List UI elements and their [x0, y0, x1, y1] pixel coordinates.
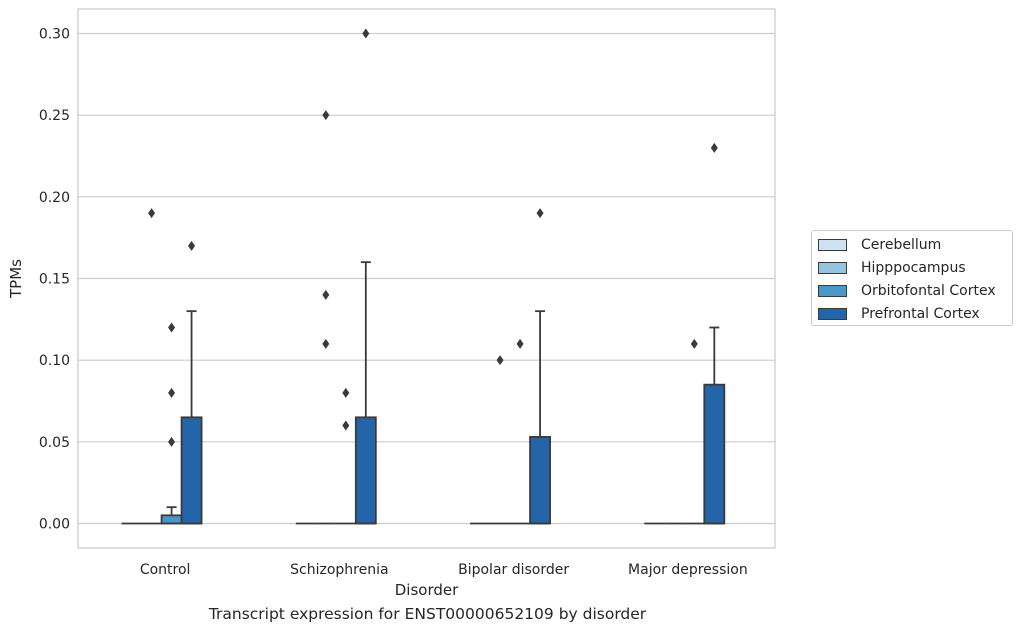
x-tick-label: Bipolar disorder	[458, 562, 569, 578]
outlier-marker	[516, 338, 524, 349]
outlier-marker	[168, 387, 176, 398]
legend-swatch-cerebellum	[818, 239, 847, 251]
outlier-marker	[496, 355, 504, 366]
box-prefrontal-cortex	[703, 142, 726, 525]
plot-frame	[77, 8, 776, 549]
outlier-marker	[690, 338, 698, 349]
x-tick-label: Schizophrenia	[290, 562, 388, 578]
box-prefrontal-cortex	[529, 208, 551, 525]
outlier-marker	[322, 289, 330, 300]
tick-labels: 0.00 0.05 0.10 0.15 0.20 0.25 0.30 Control Schiz…	[39, 27, 748, 579]
outlier-marker	[148, 208, 156, 219]
legend-label: Orbitofontal Cortex	[861, 283, 996, 299]
y-tick-label: 0.20	[39, 190, 70, 206]
legend: Cerebellum Hipppocampus Orbitofontal Cor…	[811, 230, 1013, 326]
box-orbitofontal-cortex	[510, 338, 531, 525]
legend-item-cerebellum: Cerebellum	[818, 234, 941, 256]
boxes	[121, 28, 726, 525]
x-tick-label: Control	[140, 562, 191, 578]
box-prefrontal-cortex	[180, 240, 203, 525]
box-body	[703, 383, 726, 525]
outlier-marker	[168, 436, 176, 447]
x-axis-label: Disorder	[395, 581, 459, 599]
legend-item-hippocampus: Hipppocampus	[818, 257, 966, 279]
outlier-marker	[536, 208, 544, 219]
outlier-marker	[362, 28, 370, 39]
legend-item-orbitofrontal: Orbitofontal Cortex	[818, 280, 996, 302]
legend-label: Cerebellum	[861, 237, 942, 253]
y-tick-label: 0.00	[39, 517, 70, 533]
outlier-marker	[322, 110, 330, 121]
box-body	[180, 416, 203, 525]
box-orbitofontal-cortex	[160, 322, 183, 525]
legend-label: Prefrontal Cortex	[861, 306, 980, 322]
y-tick-label: 0.05	[39, 435, 70, 451]
y-tick-label: 0.25	[39, 108, 70, 124]
y-tick-label: 0.10	[39, 353, 70, 369]
legend-swatch-prefrontal	[818, 308, 847, 320]
y-tick-label: 0.30	[39, 27, 70, 43]
outlier-marker	[188, 240, 196, 251]
box-orbitofontal-cortex	[684, 338, 705, 525]
box-hipppocampus	[141, 208, 162, 525]
legend-swatch-orbitofrontal	[818, 285, 847, 297]
legend-label: Hipppocampus	[861, 260, 966, 276]
box-orbitofontal-cortex	[335, 387, 356, 525]
figure-caption: Transcript expression for ENST0000065210…	[208, 605, 647, 623]
box-body	[160, 514, 183, 525]
outlier-marker	[342, 387, 350, 398]
outlier-marker	[168, 322, 176, 333]
box-prefrontal-cortex	[354, 28, 377, 525]
outlier-marker	[710, 142, 718, 153]
y-axis-label: TPMs	[7, 259, 25, 299]
outlier-marker	[342, 420, 350, 431]
y-tick-label: 0.15	[39, 272, 70, 288]
outlier-marker	[322, 338, 330, 349]
legend-swatch-hippocampus	[818, 262, 847, 274]
box-body	[354, 416, 377, 525]
x-tick-label: Major depression	[628, 562, 748, 578]
box-hipppocampus	[315, 110, 336, 525]
box-hipppocampus	[490, 355, 511, 525]
box-body	[529, 436, 551, 525]
legend-item-prefrontal: Prefrontal Cortex	[818, 303, 980, 325]
